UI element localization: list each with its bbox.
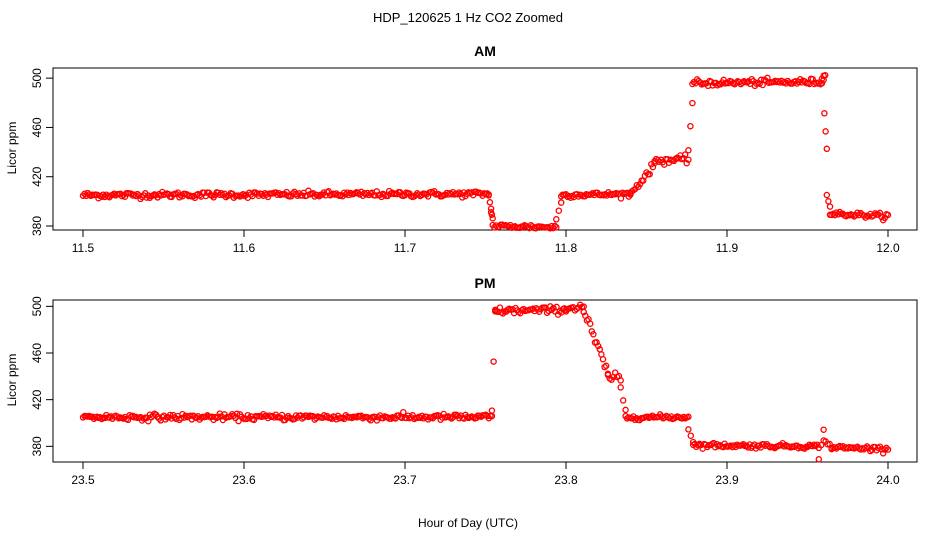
pm-y-tick-label: 500 <box>30 296 44 316</box>
pm-x-tick-label: 23.6 <box>232 473 256 487</box>
am-x-tick-label: 11.6 <box>233 241 256 255</box>
am-y-axis: 380 420 460 500 <box>30 68 53 236</box>
pm-y-tick-label: 380 <box>30 436 44 456</box>
am-x-tick-label: 11.7 <box>394 241 417 255</box>
am-scatter-points <box>79 72 892 232</box>
pm-x-tick-label: 24.0 <box>876 473 900 487</box>
pm-y-axis-label: Licor ppm <box>5 354 19 407</box>
pm-plot-frame <box>52 299 918 463</box>
am-x-tick-label: 12.0 <box>876 241 900 255</box>
am-y-tick-label: 380 <box>30 216 44 236</box>
x-axis-label: Hour of Day (UTC) <box>418 516 518 530</box>
figure-title: HDP_120625 1 Hz CO2 Zoomed <box>373 10 563 25</box>
am-panel: AM Licor ppm 11.5 11.6 11.7 11.8 11.9 12.0 38… <box>5 43 918 255</box>
am-y-tick-label: 460 <box>30 117 44 137</box>
pm-panel-title: PM <box>475 275 496 291</box>
pm-x-tick-label: 23.7 <box>393 473 417 487</box>
am-x-tick-label: 11.8 <box>555 241 578 255</box>
pm-y-tick-label: 460 <box>30 343 44 363</box>
pm-x-tick-label: 23.9 <box>715 473 739 487</box>
am-y-tick-label: 420 <box>30 166 44 186</box>
pm-y-tick-label: 420 <box>30 389 44 409</box>
pm-x-axis: 23.5 23.6 23.7 23.8 23.9 24.0 <box>71 462 900 487</box>
pm-panel: PM Licor ppm 23.5 23.6 23.7 23.8 23.9 24.0 38… <box>5 275 918 487</box>
pm-data-points <box>79 301 892 463</box>
am-data-points <box>79 72 892 232</box>
pm-x-tick-label: 23.5 <box>71 473 95 487</box>
am-x-tick-label: 11.5 <box>72 241 95 255</box>
am-y-tick-label: 500 <box>30 68 44 88</box>
am-x-axis: 11.5 11.6 11.7 11.8 11.9 12.0 <box>72 230 900 255</box>
am-panel-title: AM <box>474 43 496 59</box>
am-x-tick-label: 11.9 <box>716 241 739 255</box>
pm-y-axis: 380 420 460 500 <box>30 296 53 456</box>
am-plot-frame <box>52 67 918 231</box>
pm-scatter-points <box>79 301 892 463</box>
am-y-axis-label: Licor ppm <box>5 122 19 175</box>
pm-x-tick-label: 23.8 <box>554 473 578 487</box>
